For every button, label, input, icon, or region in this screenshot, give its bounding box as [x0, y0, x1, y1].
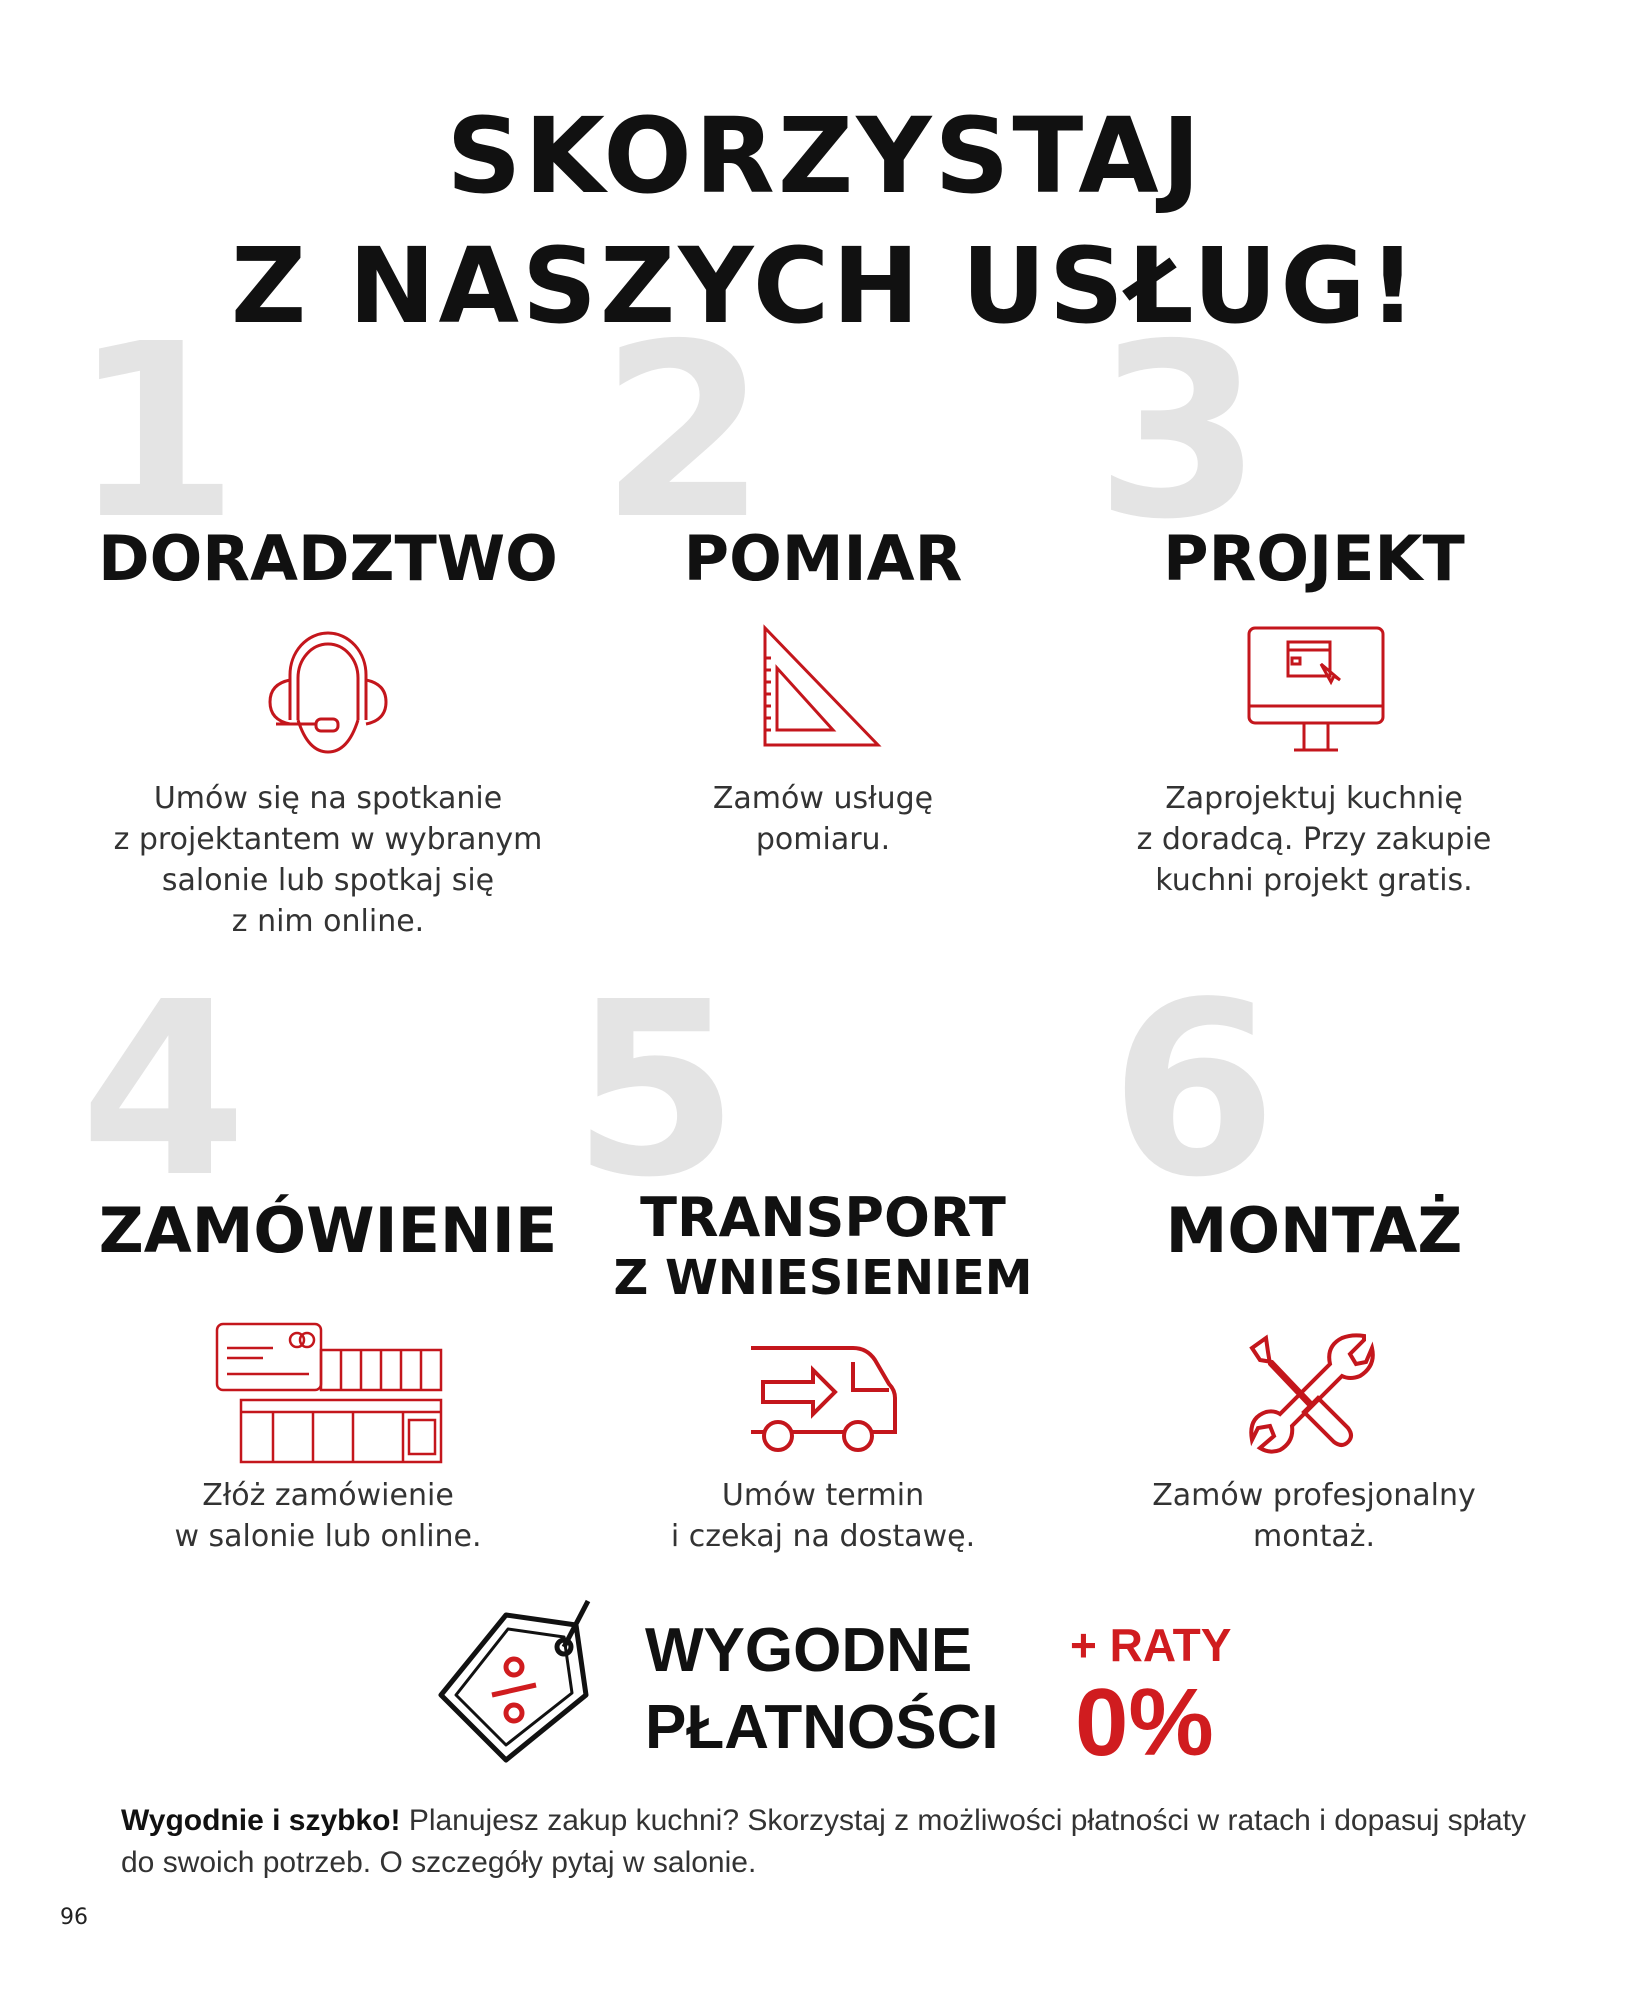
- desc-line: salonie lub spotkaj się: [161, 863, 495, 898]
- desc-line: Zamów usługę: [712, 781, 934, 816]
- desc-line: Złóż zamówienie: [202, 1478, 454, 1513]
- desc-line: z projektantem w wybranym: [113, 822, 543, 857]
- title-line: Z WNIESIENIEM: [613, 1249, 1033, 1306]
- service-title-transport: TRANSPORT Z WNIESIENIEM: [583, 1186, 1063, 1306]
- title-line: TRANSPORT: [640, 1186, 1006, 1249]
- desc-line: montaż.: [1252, 1519, 1376, 1554]
- payment-title-line1: WYGODNE: [645, 1616, 973, 1685]
- payment-title-line2: PŁATNOŚCI: [645, 1693, 999, 1762]
- computer-monitor-icon: [1247, 626, 1385, 752]
- desc-line: Zamów profesjonalny: [1152, 1478, 1476, 1513]
- service-number-1: 1: [72, 292, 239, 572]
- service-desc-pomiar: Zamów usługę pomiaru.: [583, 778, 1063, 860]
- service-title-zamowienie: ZAMÓWIENIE: [98, 1194, 558, 1267]
- desc-line: z doradcą. Przy zakupie: [1136, 822, 1492, 857]
- desc-line: i czekaj na dostawę.: [670, 1519, 976, 1554]
- installments-label: + RATY: [1070, 1619, 1232, 1671]
- service-number-6: 6: [1110, 950, 1277, 1230]
- delivery-van-icon: [751, 1346, 897, 1452]
- page-title-line2: Z NASZYCH USŁUG!: [230, 225, 1420, 347]
- service-desc-doradztwo: Umów się na spotkanie z projektantem w w…: [88, 778, 568, 942]
- desc-line: kuchni projekt gratis.: [1155, 863, 1473, 898]
- service-title-montaz: MONTAŻ: [1165, 1194, 1463, 1267]
- wrench-screwdriver-icon: [1249, 1333, 1375, 1454]
- service-title-projekt: PROJEKT: [1163, 522, 1465, 595]
- footer-text: Planujesz zakup kuchni? Skorzystaj z moż…: [121, 1804, 1526, 1879]
- desc-line: w salonie lub online.: [174, 1519, 482, 1554]
- service-desc-transport: Umów termin i czekaj na dostawę.: [583, 1475, 1063, 1557]
- page-number: 96: [60, 1905, 88, 1930]
- service-number-5: 5: [572, 950, 739, 1230]
- service-number-4: 4: [80, 950, 247, 1230]
- service-title-pomiar: POMIAR: [683, 522, 963, 595]
- service-desc-projekt: Zaprojektuj kuchnię z doradcą. Przy zaku…: [1074, 778, 1554, 901]
- desc-line: Umów się na spotkanie: [153, 781, 503, 816]
- footer-paragraph: Wygodnie i szybko! Planujesz zakup kuchn…: [121, 1800, 1541, 1884]
- footer-bold-lead: Wygodnie i szybko!: [121, 1804, 401, 1837]
- desc-line: Umów termin: [721, 1478, 925, 1513]
- page-title-line1: SKORZYSTAJ: [446, 95, 1204, 217]
- desc-line: Zaprojektuj kuchnię: [1165, 781, 1463, 816]
- headset-icon: [268, 631, 388, 754]
- desc-line: z nim online.: [231, 904, 425, 939]
- service-desc-montaz: Zamów profesjonalny montaż.: [1074, 1475, 1554, 1557]
- desc-line: pomiaru.: [755, 822, 891, 857]
- service-number-3: 3: [1095, 292, 1262, 572]
- set-square-ruler-icon: [763, 624, 882, 747]
- installments-rate: 0%: [1075, 1669, 1214, 1776]
- credit-card-kitchen-icon: [215, 1322, 443, 1464]
- service-title-doradztwo: DORADZTWO: [98, 522, 558, 595]
- service-desc-zamowienie: Złóż zamówienie w salonie lub online.: [88, 1475, 568, 1557]
- percent-price-tag-icon: [438, 1599, 591, 1763]
- service-number-2: 2: [600, 292, 767, 572]
